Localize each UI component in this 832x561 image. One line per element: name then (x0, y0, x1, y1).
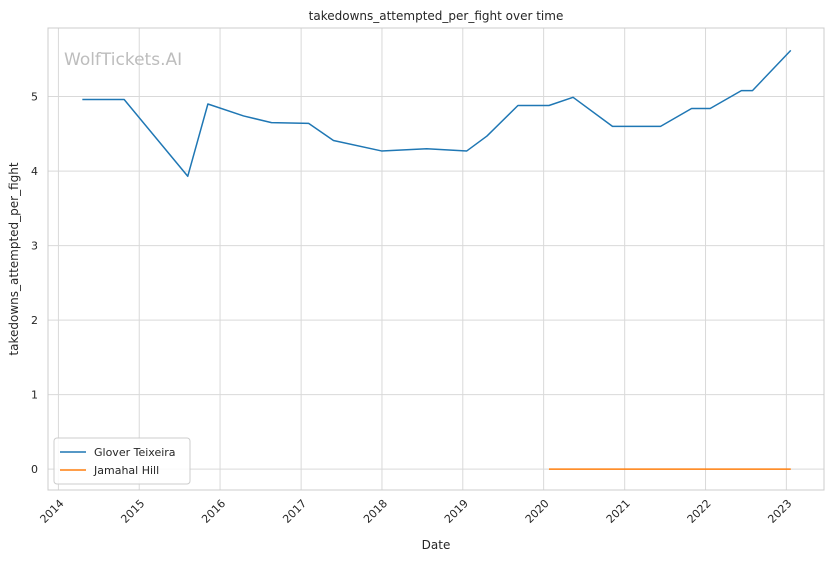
plot-frame (47, 27, 825, 491)
legend-label: Glover Teixeira (94, 446, 176, 459)
series-lines (82, 49, 792, 470)
y-tick-label: 3 (31, 240, 38, 253)
x-axis-title: Date (422, 538, 451, 552)
y-tick-label: 2 (31, 314, 38, 327)
y-axis-title: takedowns_attempted_per_fight (7, 162, 21, 355)
watermark: WolfTickets.AI (64, 50, 182, 70)
y-tick-label: 4 (31, 165, 38, 178)
legend: Glover Teixeira Jamahal Hill (53, 437, 191, 485)
x-tick-labels: 2014 2015 2016 2017 2018 2019 2020 2021 2022 2023 (38, 497, 795, 526)
y-tick-label: 5 (31, 91, 38, 104)
legend-label: Jamahal Hill (93, 464, 159, 477)
y-tick-labels: 0 1 2 3 4 5 (31, 91, 38, 477)
y-tick-label: 0 (31, 463, 38, 476)
legend-box (53, 437, 191, 485)
chart-title: takedowns_attempted_per_fight over time (309, 9, 564, 23)
series-line-glover-teixeira (82, 49, 792, 178)
y-tick-label: 1 (31, 389, 38, 402)
